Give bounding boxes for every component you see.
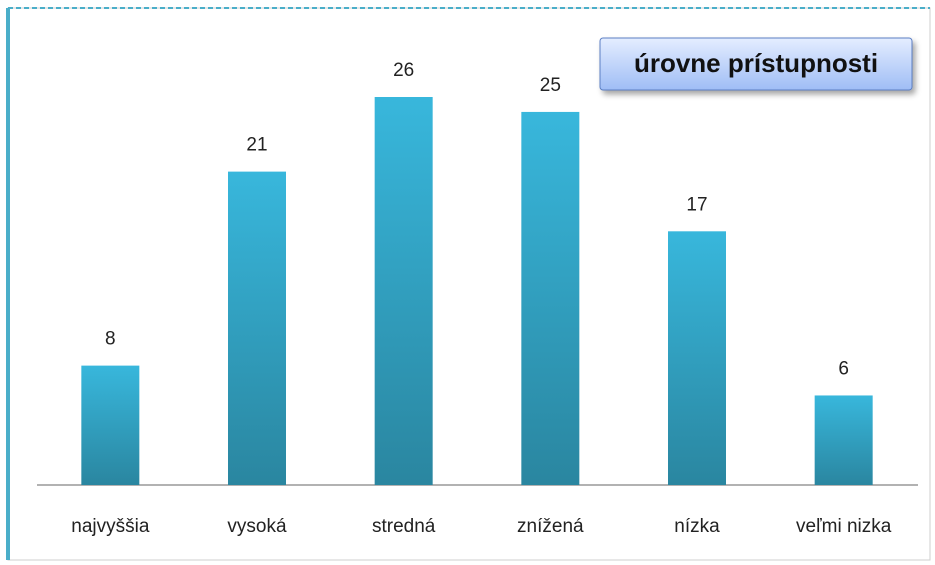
bar: [521, 111, 580, 485]
frame: [7, 7, 931, 561]
x-tick-label: nízka: [674, 516, 720, 537]
title-box: [599, 37, 913, 91]
bar: [814, 395, 873, 485]
x-tick-label: znížená: [517, 516, 584, 537]
bar: [374, 97, 433, 485]
x-tick-label: veľmi nizka: [796, 516, 892, 537]
x-tick-label: vysoká: [227, 516, 287, 537]
bar: [81, 365, 140, 485]
data-label: 25: [540, 75, 561, 96]
x-tick-label: najvyššia: [71, 516, 150, 537]
data-label: 8: [105, 329, 116, 350]
x-tick-label: stredná: [372, 516, 436, 537]
chart-title: úrovne prístupnosti: [634, 48, 878, 78]
data-label: 21: [246, 135, 267, 156]
data-label: 17: [686, 194, 707, 215]
bar: [228, 171, 286, 485]
data-label: 26: [393, 60, 414, 81]
data-label: 6: [838, 358, 849, 379]
bar: [668, 231, 726, 485]
